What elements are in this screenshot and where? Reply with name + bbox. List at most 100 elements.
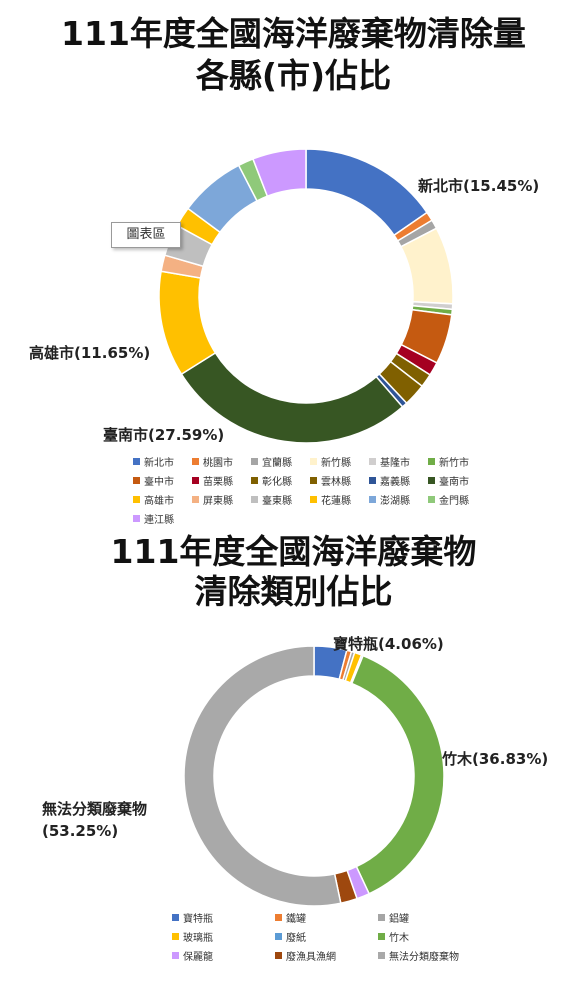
- chart1-data-label-newtaipei: 新北市(15.45%): [418, 177, 540, 195]
- chart2-title-line2: 清除類別佔比: [194, 572, 393, 611]
- chart1-legend-swatch: [428, 496, 435, 503]
- chart1-legend-swatch: [310, 496, 317, 503]
- chart1-legend-swatch: [133, 477, 140, 484]
- chart2-legend-swatch: [275, 933, 282, 940]
- chart1-legend-item: 嘉義縣: [369, 473, 428, 488]
- chart1-title-line2: 各縣(市)佔比: [195, 56, 392, 95]
- chart2-legend-label: 鐵罐: [286, 914, 306, 925]
- chart2-legend-label: 廢紙: [286, 933, 306, 944]
- chart1-legend-label: 屏東縣: [203, 496, 233, 507]
- chart2-legend-item: 玻璃瓶: [172, 929, 275, 944]
- chart1-legend-swatch: [251, 496, 258, 503]
- chart2-legend-item: 廢紙: [275, 929, 378, 944]
- chart2-legend-item: 廢漁具漁網: [275, 948, 378, 963]
- chart1-legend-label: 高雄市: [144, 496, 174, 507]
- chart1-legend-item: 新竹縣: [310, 454, 369, 469]
- chart1-legend-item: 臺中市: [133, 473, 192, 488]
- chart1-legend-item: 花蓮縣: [310, 492, 369, 507]
- chart2-legend-label: 無法分類廢棄物: [389, 952, 459, 963]
- chart1-legend-item: 屏東縣: [192, 492, 251, 507]
- chart1-legend-label: 基隆市: [380, 458, 410, 469]
- chart1-legend-label: 彰化縣: [262, 477, 292, 488]
- chart1-legend-item: 澎湖縣: [369, 492, 428, 507]
- chart1-legend-swatch: [251, 477, 258, 484]
- chart2-legend-label: 竹木: [389, 933, 409, 944]
- chart2-legend-swatch: [172, 952, 179, 959]
- chart1-legend-swatch: [369, 496, 376, 503]
- chart2-legend-item: 竹木: [378, 929, 481, 944]
- chart1-data-label-kaohsiung: 高雄市(11.65%): [29, 344, 151, 362]
- chart2-legend-item: 寶特瓶: [172, 910, 275, 925]
- chart1-legend: 新北市 桃園市 宜蘭縣 新竹縣 基隆市 新竹市臺中市 苗栗縣 彰化縣 雲林縣 嘉義縣 臺南市高雄市 屏…: [133, 452, 487, 528]
- chart1-legend-item: 基隆市: [369, 454, 428, 469]
- chart2-legend-label: 寶特瓶: [183, 914, 213, 925]
- chart1-legend-item: 臺南市: [428, 473, 487, 488]
- chart1-legend-item: 新竹市: [428, 454, 487, 469]
- chart1-legend-item: 臺東縣: [251, 492, 310, 507]
- chart1-legend-swatch: [428, 477, 435, 484]
- chart2-title-line1: 111年度全國海洋廢棄物: [110, 532, 477, 571]
- chart1-legend-swatch: [192, 477, 199, 484]
- chart1-legend-label: 新竹市: [439, 458, 469, 469]
- chart1-legend-label: 新北市: [144, 458, 174, 469]
- chart1-legend-swatch: [133, 496, 140, 503]
- chart2-data-label-bamboo: 竹木(36.83%): [442, 750, 549, 768]
- chart2-legend-swatch: [378, 952, 385, 959]
- chart1-legend-label: 澎湖縣: [380, 496, 410, 507]
- chart2-legend-label: 保麗龍: [183, 952, 213, 963]
- chart1-legend-label: 苗栗縣: [203, 477, 233, 488]
- chart1-legend-label: 雲林縣: [321, 477, 351, 488]
- chart1-legend-swatch: [428, 458, 435, 465]
- chart2-legend-item: 保麗龍: [172, 948, 275, 963]
- chart1-legend-label: 嘉義縣: [380, 477, 410, 488]
- chart2-legend-label: 鋁罐: [389, 914, 409, 925]
- chart2-legend-swatch: [172, 933, 179, 940]
- chart2-legend-label: 玻璃瓶: [183, 933, 213, 944]
- chart1-legend-item: 金門縣: [428, 492, 487, 507]
- chart2-legend-item: 鐵罐: [275, 910, 378, 925]
- chart2-legend-swatch: [275, 952, 282, 959]
- chart1-legend-label: 花蓮縣: [321, 496, 351, 507]
- chart1-slice-0: [305, 148, 429, 237]
- chart1-title-line1: 111年度全國海洋廢棄物清除量: [61, 14, 526, 53]
- chart1-legend-item: 雲林縣: [310, 473, 369, 488]
- chart2-legend-item: 無法分類廢棄物: [378, 948, 481, 963]
- chart2-legend: 寶特瓶 鐵罐 鋁罐玻璃瓶 廢紙 竹木保麗龍 廢漁具漁網 無法分類廢棄物: [172, 908, 481, 965]
- chart1-legend-swatch: [369, 477, 376, 484]
- chart1-legend-swatch: [310, 477, 317, 484]
- chart1-slice-18: [251, 148, 307, 198]
- chart1-legend-label: 臺中市: [144, 477, 174, 488]
- chart1-legend-item: 連江縣: [133, 511, 192, 526]
- chart1-legend-swatch: [192, 496, 199, 503]
- chart1-legend-item: 苗栗縣: [192, 473, 251, 488]
- chart1-slice-12: [158, 270, 217, 376]
- chart1-data-label-tainan: 臺南市(27.59%): [103, 426, 225, 444]
- chart1-legend-swatch: [192, 458, 199, 465]
- chart2-legend-label: 廢漁具漁網: [286, 952, 336, 963]
- chart-area-tooltip: 圖表區: [111, 222, 181, 248]
- chart1-legend-swatch: [133, 515, 140, 522]
- chart1-legend-label: 桃園市: [203, 458, 233, 469]
- chart2-legend-swatch: [378, 933, 385, 940]
- chart1-legend-swatch: [251, 458, 258, 465]
- chart1-legend-label: 金門縣: [439, 496, 469, 507]
- chart1-legend-item: 高雄市: [133, 492, 192, 507]
- chart1-legend-item: 宜蘭縣: [251, 454, 310, 469]
- chart1-legend-swatch: [133, 458, 140, 465]
- chart2-data-label-pet: 寶特瓶(4.06%): [333, 635, 444, 653]
- chart1-legend-item: 彰化縣: [251, 473, 310, 488]
- chart1-legend-label: 臺東縣: [262, 496, 292, 507]
- chart1-legend-swatch: [310, 458, 317, 465]
- chart1-legend-swatch: [369, 458, 376, 465]
- chart2-slice-5: [350, 654, 445, 895]
- chart1-legend-item: 新北市: [133, 454, 192, 469]
- chart1-legend-label: 新竹縣: [321, 458, 351, 469]
- chart2-slice-8: [183, 645, 342, 907]
- chart2-legend-item: 鋁罐: [378, 910, 481, 925]
- chart1-legend-label: 連江縣: [144, 515, 174, 526]
- chart2-legend-swatch: [172, 914, 179, 921]
- chart1-legend-item: 桃園市: [192, 454, 251, 469]
- chart2-legend-swatch: [378, 914, 385, 921]
- chart2-legend-swatch: [275, 914, 282, 921]
- chart1-legend-label: 宜蘭縣: [262, 458, 292, 469]
